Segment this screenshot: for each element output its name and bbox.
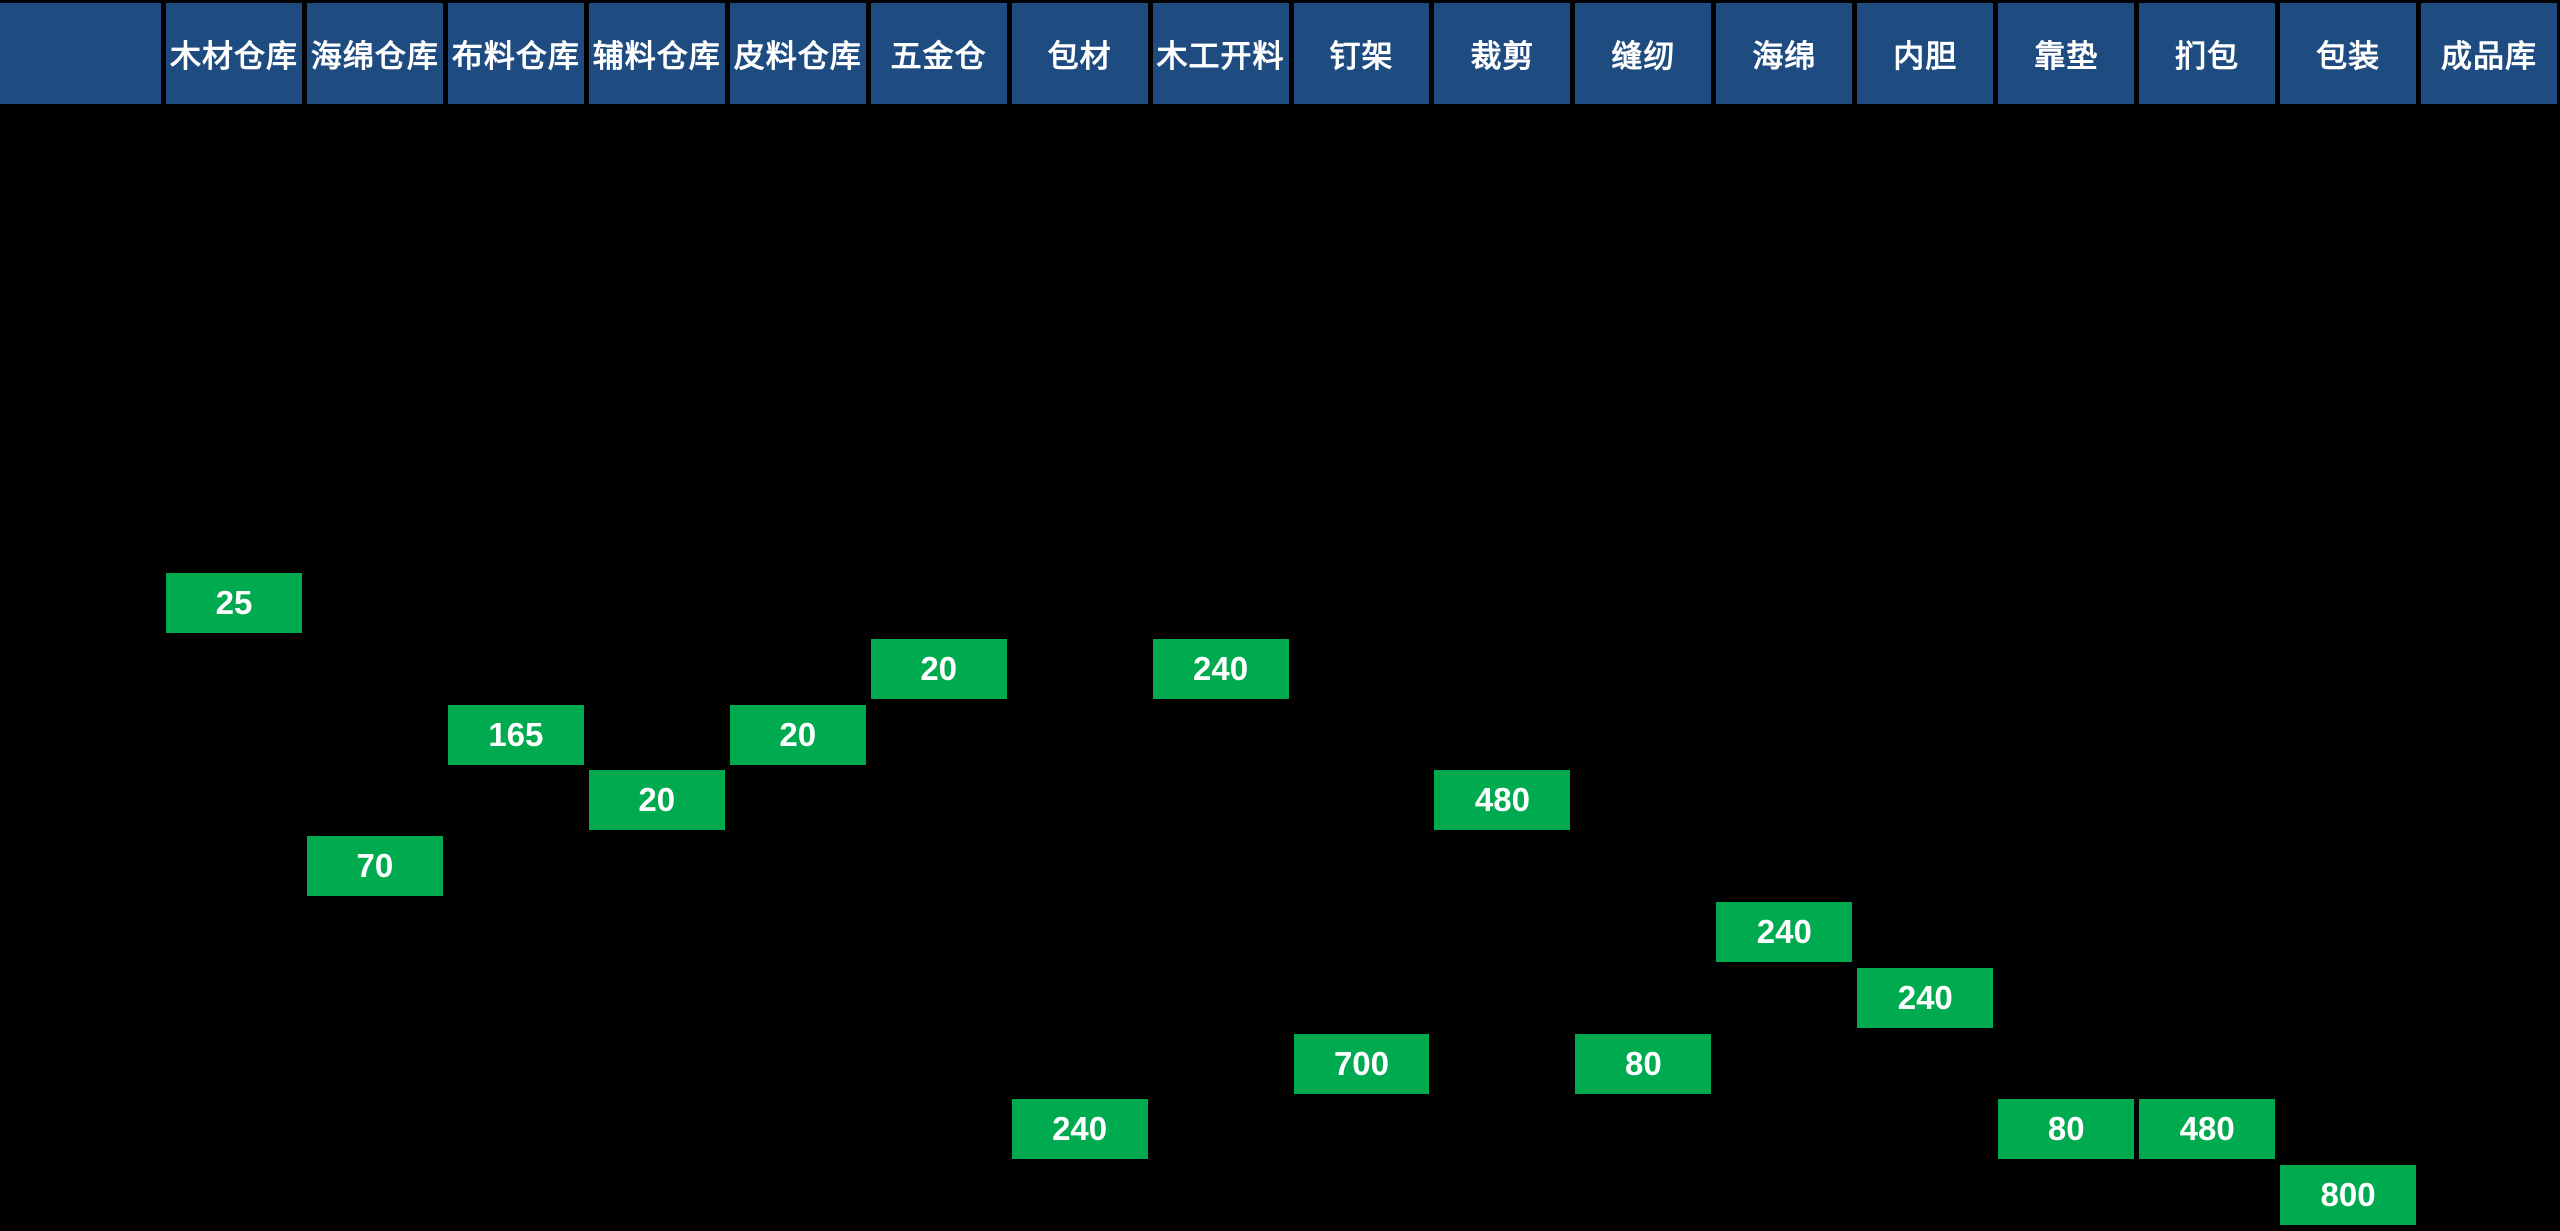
value-cell-r7-c13[interactable]: 240 xyxy=(1857,968,1994,1028)
value-cell-r5-c2[interactable]: 70 xyxy=(306,836,443,896)
value-cell-r3-c5[interactable]: 20 xyxy=(729,705,866,765)
header-cell-5[interactable]: 皮料仓库 xyxy=(729,3,866,104)
value-cell-r1-c1[interactable]: 25 xyxy=(166,573,302,633)
value-cell-r9-c14[interactable]: 80 xyxy=(1998,1099,2135,1159)
header-cell-6[interactable]: 五金仓 xyxy=(870,3,1007,104)
value-cell-r8-c11[interactable]: 80 xyxy=(1575,1034,1712,1094)
value-cell-r2-c6[interactable]: 20 xyxy=(870,639,1007,699)
header-cell-17[interactable]: 成品库 xyxy=(2421,3,2557,104)
value-cell-r4-c4[interactable]: 20 xyxy=(588,770,725,830)
header-corner-cell[interactable] xyxy=(0,3,161,104)
header-cell-15[interactable]: 扪包 xyxy=(2139,3,2276,104)
value-cell-r9-c15[interactable]: 480 xyxy=(2139,1099,2276,1159)
value-cell-r10-c16[interactable]: 800 xyxy=(2280,1165,2417,1225)
header-cell-16[interactable]: 包装 xyxy=(2280,3,2417,104)
header-cell-4[interactable]: 辅料仓库 xyxy=(588,3,725,104)
value-cell-r2-c8[interactable]: 240 xyxy=(1152,639,1289,699)
value-cell-r9-c7[interactable]: 240 xyxy=(1011,1099,1148,1159)
header-cell-2[interactable]: 海绵仓库 xyxy=(306,3,443,104)
header-cell-13[interactable]: 内胆 xyxy=(1857,3,1994,104)
header-cell-12[interactable]: 海绵 xyxy=(1716,3,1853,104)
header-cell-9[interactable]: 钉架 xyxy=(1293,3,1430,104)
header-cell-10[interactable]: 裁剪 xyxy=(1434,3,1571,104)
header-cell-8[interactable]: 木工开料 xyxy=(1152,3,1289,104)
value-cell-r6-c12[interactable]: 240 xyxy=(1716,902,1853,962)
value-cell-r8-c9[interactable]: 700 xyxy=(1293,1034,1430,1094)
header-cell-7[interactable]: 包材 xyxy=(1011,3,1148,104)
header-cell-11[interactable]: 缝纫 xyxy=(1575,3,1712,104)
value-cell-r3-c3[interactable]: 165 xyxy=(447,705,584,765)
value-cell-r4-c10[interactable]: 480 xyxy=(1434,770,1571,830)
header-cell-1[interactable]: 木材仓库 xyxy=(166,3,302,104)
header-cell-14[interactable]: 靠垫 xyxy=(1998,3,2135,104)
header-cell-3[interactable]: 布料仓库 xyxy=(447,3,584,104)
